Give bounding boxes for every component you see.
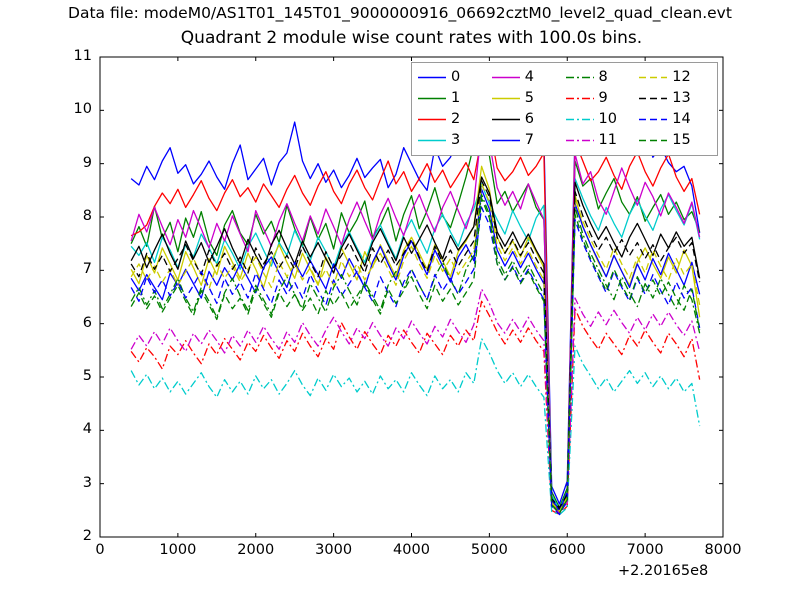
series-line-9	[130, 300, 701, 516]
legend-entry-7[interactable]: 7	[491, 130, 565, 151]
data-series-group	[130, 100, 701, 516]
y-tick-label: 7	[82, 261, 92, 278]
legend-label-3: 3	[451, 132, 461, 149]
legend-label-10: 10	[598, 111, 617, 128]
legend-line-sample-4	[491, 76, 520, 79]
legend-entry-4[interactable]: 4	[491, 67, 565, 88]
legend-entry-0[interactable]: 0	[417, 67, 491, 88]
x-tick-label: 7000	[626, 542, 664, 558]
series-line-4	[130, 126, 701, 513]
y-tick-label: 4	[82, 421, 92, 438]
series-line-2	[130, 124, 701, 514]
series-line-8	[130, 193, 701, 514]
legend-entry-12[interactable]: 12	[638, 67, 712, 88]
y-tick-label: 10	[73, 101, 92, 118]
legend-label-4: 4	[524, 69, 534, 86]
legend-line-sample-1	[418, 97, 446, 100]
series-line-15	[130, 197, 701, 514]
legend-line-sample-6	[491, 118, 520, 121]
legend-entry-13[interactable]: 13	[638, 88, 712, 109]
legend-line-sample-5	[491, 97, 520, 100]
x-tick-label: 5000	[470, 542, 508, 558]
y-tick-label: 11	[73, 48, 92, 64]
legend-entry-6[interactable]: 6	[491, 109, 565, 130]
legend-entry-14[interactable]: 14	[638, 109, 712, 130]
legend-entry-2[interactable]: 2	[417, 109, 491, 130]
figure-suptitle: Data file: modeM0/AS1T01_145T01_90000009…	[68, 4, 732, 22]
legend-label-0: 0	[451, 69, 461, 86]
y-tick-label: 3	[82, 474, 92, 491]
legend-line-sample-11	[565, 139, 594, 142]
legend-entry-9[interactable]: 9	[565, 88, 639, 109]
legend-line-sample-14	[639, 118, 668, 121]
legend-label-1: 1	[451, 90, 461, 107]
y-tick-label: 8	[82, 208, 92, 224]
legend-line-sample-12	[639, 76, 668, 79]
legend-label-7: 7	[524, 132, 534, 149]
x-tick-label: 0	[95, 542, 105, 558]
legend-label-12: 12	[672, 69, 691, 86]
legend-entry-10[interactable]: 10	[565, 109, 639, 130]
series-line-12	[130, 183, 701, 513]
series-line-10	[130, 337, 701, 516]
legend-label-5: 5	[524, 90, 534, 107]
series-line-5	[130, 165, 701, 511]
legend[interactable]: 0 4 8 12 1 5 9 13 2 6 10 14 3 7 11 15	[411, 62, 718, 156]
series-line-14	[130, 206, 701, 516]
legend-label-6: 6	[524, 111, 534, 128]
legend-label-8: 8	[598, 69, 608, 86]
series-line-6	[130, 176, 701, 510]
x-tick-label: 4000	[393, 542, 430, 558]
series-line-11	[130, 288, 701, 514]
legend-label-14: 14	[672, 111, 691, 128]
y-tick-label: 5	[82, 368, 92, 384]
x-tick-label: 2000	[237, 542, 275, 558]
legend-line-sample-2	[418, 118, 446, 121]
series-line-13	[130, 180, 701, 509]
legend-entry-11[interactable]: 11	[565, 130, 639, 151]
legend-entry-5[interactable]: 5	[491, 88, 565, 109]
legend-line-sample-0	[418, 76, 446, 79]
legend-label-2: 2	[451, 111, 461, 128]
legend-line-sample-15	[639, 139, 668, 142]
y-tick-label: 6	[82, 314, 92, 331]
x-tick-label: 8000	[704, 542, 742, 558]
legend-line-sample-9	[565, 97, 594, 100]
y-tick-label: 9	[82, 154, 92, 171]
legend-entry-3[interactable]: 3	[417, 130, 491, 151]
legend-label-11: 11	[598, 132, 617, 149]
legend-line-sample-3	[418, 139, 446, 142]
x-tick-label: 3000	[315, 542, 353, 558]
x-tick-label: 1000	[159, 542, 197, 558]
legend-entry-8[interactable]: 8	[565, 67, 639, 88]
legend-label-15: 15	[672, 132, 691, 149]
legend-label-13: 13	[672, 90, 691, 107]
chart-title: Quadrant 2 module wise count rates with …	[180, 28, 643, 48]
legend-line-sample-8	[565, 76, 594, 79]
series-line-3	[130, 177, 701, 510]
legend-line-sample-10	[565, 118, 594, 121]
legend-label-9: 9	[598, 90, 608, 107]
y-tick-label: 2	[82, 528, 92, 544]
series-line-1	[130, 125, 701, 509]
legend-entry-1[interactable]: 1	[417, 88, 491, 109]
x-tick-label: 6000	[548, 542, 586, 558]
x-axis-offset-text: +2.20165e8	[618, 563, 709, 579]
series-line-7	[130, 188, 701, 513]
legend-line-sample-13	[639, 97, 668, 100]
legend-line-sample-7	[491, 139, 520, 142]
legend-entry-15[interactable]: 15	[638, 130, 712, 151]
